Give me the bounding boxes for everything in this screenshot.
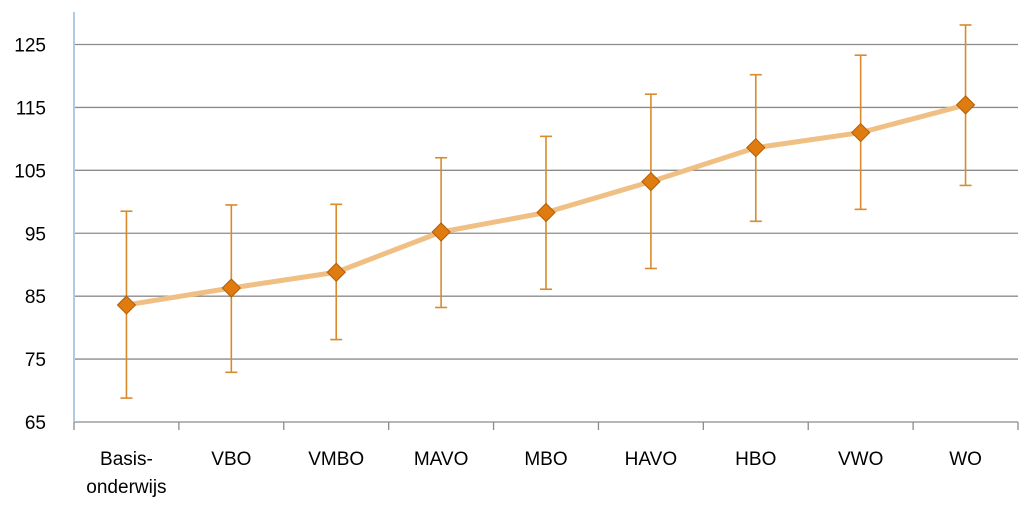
axes — [73, 12, 1019, 430]
x-tick-label: VMBO — [308, 449, 364, 470]
y-tick-label: 95 — [25, 224, 46, 245]
data-point-marker — [641, 171, 661, 192]
data-point-marker — [326, 262, 346, 282]
x-tick-label: HAVO — [625, 449, 677, 470]
data-point-marker — [431, 222, 451, 242]
data-point-marker — [536, 202, 556, 223]
data-point-marker — [746, 137, 766, 158]
x-tick-label: MBO — [524, 449, 567, 470]
data-markers — [116, 95, 976, 315]
x-tick-label: HBO — [735, 449, 776, 470]
x-tick-label: Basis- — [100, 449, 153, 470]
data-point-marker — [221, 278, 242, 298]
data-point-marker — [955, 95, 976, 115]
y-tick-label: 65 — [25, 413, 46, 434]
y-tick-label: 75 — [25, 350, 46, 371]
y-tick-label: 125 — [14, 36, 46, 57]
y-tick-label: 105 — [14, 161, 46, 182]
data-point-marker — [850, 122, 871, 143]
x-tick-label: WO — [949, 449, 982, 470]
tick-labels: 65 75 85 95 105 115 125 Basis-onderwijs VBO VMBO M… — [14, 36, 982, 499]
x-tick-label: VWO — [838, 449, 883, 470]
x-tick-label: VBO — [211, 449, 251, 470]
x-tick-label: MAVO — [414, 449, 469, 470]
x-tick-label: onderwijs — [86, 477, 166, 498]
y-tick-label: 85 — [25, 287, 46, 308]
data-point-marker — [116, 295, 137, 315]
y-tick-label: 115 — [16, 98, 46, 119]
